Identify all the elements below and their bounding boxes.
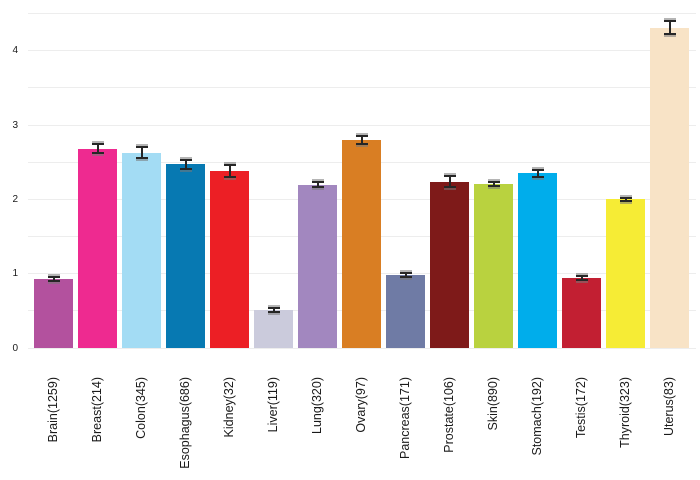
x-tick-label-ovary: Ovary(97) xyxy=(354,377,368,433)
error-bar-cap-top-skin xyxy=(487,180,500,183)
error-bar-cap-top-colon xyxy=(135,146,148,149)
bar-esophagus xyxy=(166,164,205,348)
x-tick-label-breast: Breast(214) xyxy=(90,377,104,443)
error-bar-cap-top-kidney xyxy=(223,164,236,167)
bar-testis xyxy=(562,278,601,348)
y-tick-label: 0 xyxy=(12,342,18,354)
error-bar-cap-bottom-ovary xyxy=(355,142,368,145)
x-tick-label-skin: Skin(890) xyxy=(486,377,500,431)
error-bar-cap-top-lung xyxy=(311,181,324,184)
error-bar-stem-liver xyxy=(272,307,275,313)
error-bar-cap-bottom-uterus xyxy=(663,33,676,36)
y-gridline xyxy=(28,13,696,15)
x-tick-label-prostate: Prostate(106) xyxy=(442,377,456,453)
y-gridline xyxy=(28,87,696,89)
x-tick-label-uterus: Uterus(83) xyxy=(662,377,676,437)
error-bar-cap-top-esophagus xyxy=(179,159,192,162)
y-tick-label: 2 xyxy=(12,193,18,205)
error-bar-stem-kidney xyxy=(228,165,231,178)
error-bar-cap-bottom-testis xyxy=(575,279,588,282)
x-tick-label-brain: Brain(1259) xyxy=(46,377,60,443)
error-bar-cap-bottom-prostate xyxy=(443,185,456,188)
error-bar-stem-esophagus xyxy=(184,160,187,169)
error-bar-cap-bottom-breast xyxy=(91,152,104,155)
bar-kidney xyxy=(210,171,249,348)
bar-brain xyxy=(34,278,73,348)
bar-lung xyxy=(298,184,337,348)
error-bar-cap-top-testis xyxy=(575,274,588,277)
error-bar-cap-top-prostate xyxy=(443,175,456,178)
error-bar-cap-top-breast xyxy=(91,143,104,146)
bar-stomach xyxy=(518,173,557,348)
y-tick-label: 1 xyxy=(12,268,18,280)
x-tick-label-stomach: Stomach(192) xyxy=(530,377,544,456)
bar-breast xyxy=(78,148,117,348)
error-bar-stem-pancreas xyxy=(404,272,407,278)
x-tick-label-colon: Colon(345) xyxy=(134,377,148,439)
bar-ovary xyxy=(342,139,381,348)
error-bar-cap-bottom-colon xyxy=(135,156,148,159)
x-tick-label-esophagus: Esophagus(686) xyxy=(178,377,192,469)
error-bar-stem-thyroid xyxy=(624,197,627,201)
error-bar-cap-bottom-pancreas xyxy=(399,276,412,279)
error-bar-cap-bottom-thyroid xyxy=(619,199,632,202)
y-gridline xyxy=(28,124,696,126)
x-tick-label-thyroid: Thyroid(323) xyxy=(618,377,632,448)
bar-uterus xyxy=(650,27,689,348)
error-bar-stem-colon xyxy=(140,147,143,158)
error-bar-cap-bottom-stomach xyxy=(531,176,544,179)
error-bar-cap-top-brain xyxy=(47,275,60,278)
error-bar-cap-top-liver xyxy=(267,306,280,309)
error-bar-stem-uterus xyxy=(668,21,671,35)
x-tick-label-pancreas: Pancreas(171) xyxy=(398,377,412,459)
y-tick-label: 4 xyxy=(12,45,18,57)
error-bar-cap-bottom-lung xyxy=(311,185,324,188)
error-bar-stem-lung xyxy=(316,182,319,187)
error-bar-cap-top-pancreas xyxy=(399,271,412,274)
y-gridline xyxy=(28,347,696,349)
bar-liver xyxy=(254,310,293,348)
x-tick-label-liver: Liver(119) xyxy=(266,377,280,433)
error-bar-stem-ovary xyxy=(360,136,363,144)
error-bar-cap-top-uterus xyxy=(663,20,676,23)
bar-skin xyxy=(474,183,513,348)
bar-colon xyxy=(122,152,161,348)
y-gridline xyxy=(28,50,696,52)
error-bar-cap-top-ovary xyxy=(355,135,368,138)
x-tick-label-kidney: Kidney(32) xyxy=(222,377,236,438)
error-bar-stem-prostate xyxy=(448,176,451,187)
error-bar-stem-testis xyxy=(580,275,583,281)
y-tick-label: 3 xyxy=(12,119,18,131)
x-tick-label-testis: Testis(172) xyxy=(574,377,588,439)
error-bar-stem-breast xyxy=(96,144,99,154)
x-tick-label-lung: Lung(320) xyxy=(310,377,324,434)
bar-prostate xyxy=(430,181,469,348)
error-bar-cap-top-stomach xyxy=(531,168,544,171)
error-bar-cap-bottom-kidney xyxy=(223,176,236,179)
error-bar-stem-stomach xyxy=(536,169,539,178)
error-bar-cap-bottom-esophagus xyxy=(179,167,192,170)
error-bar-cap-bottom-brain xyxy=(47,280,60,283)
bar-thyroid xyxy=(606,199,645,348)
bar-pancreas xyxy=(386,275,425,348)
error-bar-stem-brain xyxy=(52,276,55,282)
error-bar-cap-bottom-skin xyxy=(487,185,500,188)
error-bar-cap-bottom-liver xyxy=(267,311,280,314)
error-bar-stem-skin xyxy=(492,181,495,187)
error-bar-cap-top-thyroid xyxy=(619,196,632,199)
